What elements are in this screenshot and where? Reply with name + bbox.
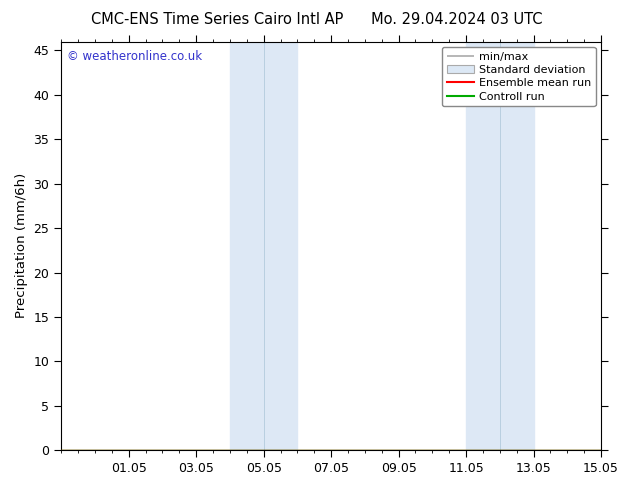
Text: © weatheronline.co.uk: © weatheronline.co.uk [67, 49, 202, 63]
Y-axis label: Precipitation (mm/6h): Precipitation (mm/6h) [15, 173, 28, 318]
Bar [466, 42, 534, 450]
Legend: min/max, Standard deviation, Ensemble mean run, Controll run: min/max, Standard deviation, Ensemble me… [442, 47, 595, 106]
Text: CMC-ENS Time Series Cairo Intl AP      Mo. 29.04.2024 03 UTC: CMC-ENS Time Series Cairo Intl AP Mo. 29… [91, 12, 543, 27]
Bar [230, 42, 297, 450]
